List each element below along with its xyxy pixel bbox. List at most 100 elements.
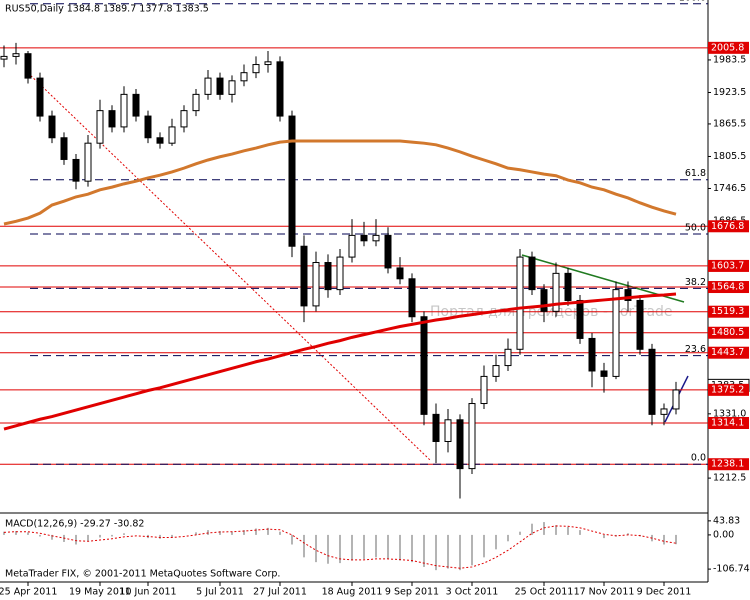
- x-tick-label: 10 Jun 2011: [119, 587, 176, 598]
- candle-body: [312, 262, 320, 307]
- candle-body: [12, 53, 20, 57]
- fib-label: 38.2: [685, 277, 706, 288]
- candle-body: [132, 93, 140, 117]
- candle-body: [240, 72, 248, 82]
- x-tick-label: 25 Oct 2011: [515, 587, 574, 598]
- candle-body: [288, 115, 296, 247]
- fib-label: 100.0: [679, 0, 706, 3]
- y-tick-label: 1331.0: [713, 408, 746, 419]
- fib-label: 0.0: [691, 453, 706, 464]
- candle-body: [48, 115, 56, 139]
- candle-body: [396, 267, 404, 280]
- candle-body: [228, 80, 236, 95]
- candle-body: [336, 256, 344, 291]
- candle-body: [120, 93, 128, 128]
- candle-body: [96, 110, 104, 144]
- x-tick-label: 19 May 2011: [69, 587, 131, 598]
- candle-body: [0, 55, 8, 60]
- candle-body: [540, 289, 548, 312]
- y-tick-label: 1212.5: [713, 473, 746, 484]
- candle-body: [324, 262, 332, 291]
- y-tick-label: 1923.5: [713, 87, 746, 98]
- y-tick-label: 1746.5: [713, 183, 746, 194]
- candle-body: [348, 234, 356, 258]
- candle-body: [588, 337, 596, 372]
- candle-body: [516, 256, 524, 350]
- candle-body: [276, 61, 284, 117]
- candle-body: [600, 370, 608, 377]
- level-box: [708, 326, 749, 339]
- y-tick-label: 1983.5: [713, 54, 746, 65]
- candle-body: [36, 77, 44, 117]
- x-tick-label: 27 Jul 2011: [253, 587, 307, 598]
- candle-body: [216, 77, 224, 95]
- candle-body: [504, 348, 512, 367]
- candle-body: [108, 110, 116, 128]
- x-tick-label: 17 Nov 2011: [574, 587, 635, 598]
- candle-body: [360, 234, 368, 242]
- candle-body: [144, 115, 152, 139]
- level-label: 1564.8: [711, 282, 744, 293]
- candle-body: [648, 348, 656, 415]
- level-label: 1676.8: [711, 221, 744, 232]
- level-box: [708, 281, 749, 294]
- candle-body: [72, 158, 80, 182]
- moving-average: [3, 139, 677, 226]
- level-label: 1238.1: [711, 459, 744, 470]
- moving-average: [3, 292, 677, 431]
- level-label: 1519.3: [711, 306, 744, 317]
- candle-body: [552, 272, 560, 312]
- level-label: 1480.5: [711, 327, 744, 338]
- level-box: [708, 416, 749, 429]
- candle-body: [300, 245, 308, 307]
- candle-body: [420, 316, 428, 415]
- candle-body: [444, 419, 452, 442]
- candle-body: [672, 389, 680, 410]
- x-tick-label: 9 Sep 2011: [385, 587, 439, 598]
- candle-body: [204, 77, 212, 95]
- level-label: 2005.8: [711, 42, 744, 53]
- x-tick-label: 9 Dec 2011: [637, 587, 692, 598]
- candle-body: [252, 64, 260, 74]
- x-tick-label: 25 Apr 2011: [0, 587, 57, 598]
- y-tick-label: 1805.5: [713, 151, 746, 162]
- y-tick-label: 0.00: [713, 529, 734, 540]
- fib-label: 61.8: [685, 168, 706, 179]
- level-box: [708, 346, 749, 359]
- fib-label: 50.0: [685, 222, 706, 233]
- candle-body: [576, 299, 584, 339]
- x-tick-label: 3 Oct 2011: [446, 587, 499, 598]
- x-tick-label: 18 Aug 2011: [322, 587, 383, 598]
- candle-body: [168, 126, 176, 144]
- level-label: 1603.7: [711, 260, 744, 271]
- level-box: [708, 383, 749, 396]
- y-tick-label: 43.83: [713, 515, 740, 526]
- candle-body: [264, 61, 272, 66]
- signal-line: [3, 525, 677, 569]
- candle-body: [432, 413, 440, 442]
- level-label: 1375.2: [711, 384, 744, 395]
- candle-body: [408, 278, 416, 318]
- candle-body: [624, 289, 632, 301]
- candle-body: [612, 289, 620, 377]
- level-box: [708, 259, 749, 272]
- trend-drawing: [24, 69, 431, 461]
- candle-body: [636, 299, 644, 350]
- candle-body: [660, 408, 668, 415]
- candle-body: [564, 272, 572, 301]
- candle-body: [528, 256, 536, 291]
- level-box: [708, 458, 749, 471]
- candle-body: [192, 93, 200, 112]
- candle-body: [384, 234, 392, 269]
- candle-body: [156, 137, 164, 144]
- candle-body: [60, 137, 68, 160]
- candle-body: [84, 142, 92, 182]
- candle-body: [456, 419, 464, 470]
- candle-body: [24, 53, 32, 79]
- y-tick-label: 1865.5: [713, 118, 746, 129]
- candle-body: [480, 375, 488, 405]
- level-box: [708, 220, 749, 233]
- fib-label: 23.6: [685, 344, 706, 355]
